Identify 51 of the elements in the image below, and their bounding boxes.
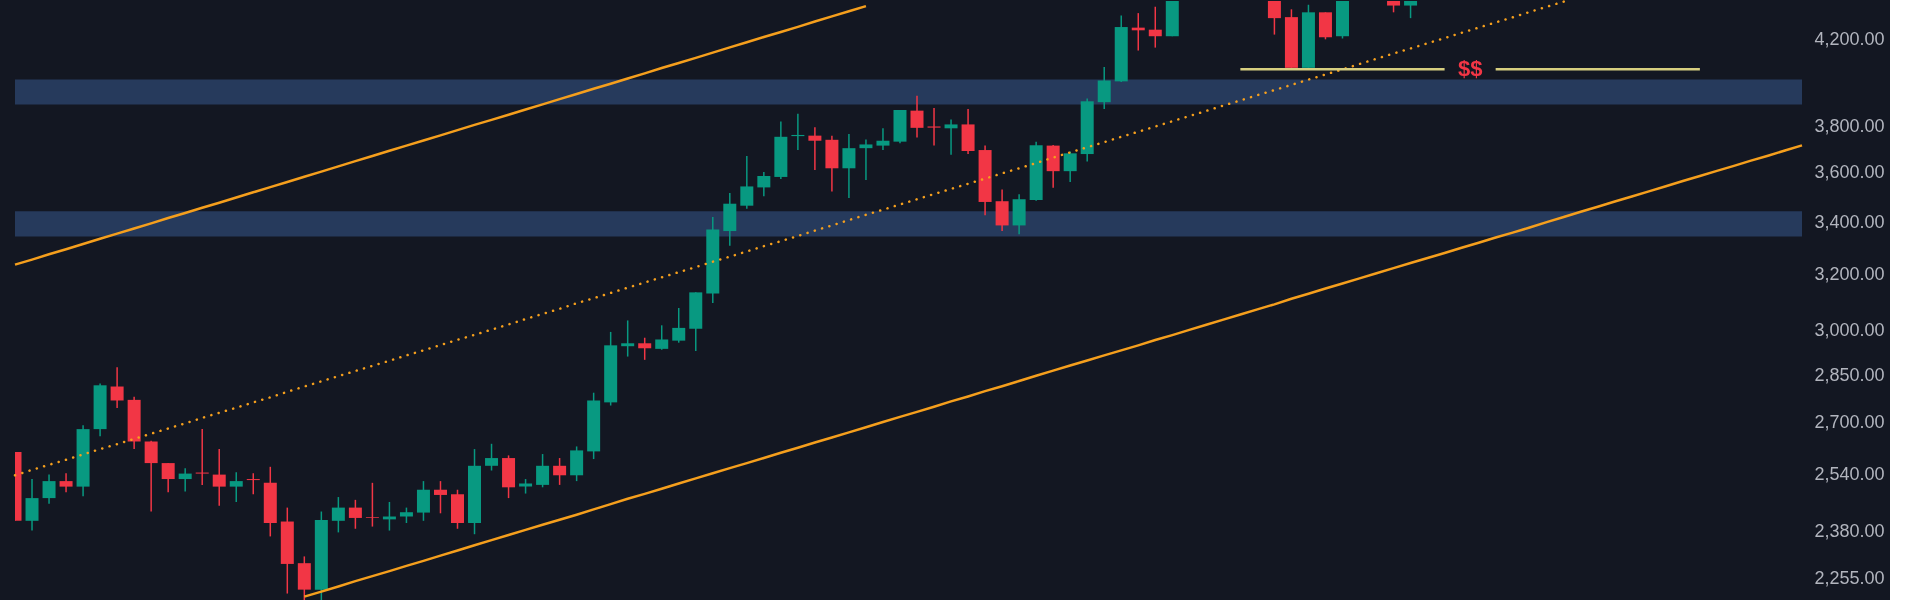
candlestick <box>842 133 856 199</box>
y-tick-label: 3,600.00 <box>1814 162 1885 183</box>
candlestick <box>553 457 567 486</box>
candlestick <box>1063 150 1077 183</box>
candlestick <box>672 307 686 344</box>
candlestick <box>212 448 226 507</box>
y-tick-label: 3,800.00 <box>1814 115 1885 136</box>
candlestick <box>42 473 56 505</box>
candlestick <box>927 107 941 147</box>
candlestick <box>621 319 635 358</box>
candlestick <box>638 336 652 361</box>
candlestick <box>910 95 924 139</box>
y-tick-label: 2,380.00 <box>1814 520 1885 541</box>
candlestick <box>1148 5 1162 49</box>
candlestick <box>944 118 958 156</box>
y-tick-label: 2,540.00 <box>1814 464 1885 485</box>
y-tick-label: 3,000.00 <box>1814 320 1885 341</box>
candlestick <box>1267 1 1281 36</box>
candlestick <box>1097 66 1111 110</box>
line-series <box>13 0 1565 477</box>
candlestick <box>161 462 175 493</box>
y-tick-label: 2,700.00 <box>1814 411 1885 432</box>
candlestick <box>433 480 447 515</box>
candlestick <box>178 467 192 493</box>
candlestick <box>536 453 550 489</box>
y-tick-label: 3,200.00 <box>1814 264 1885 285</box>
candlestick <box>195 428 209 486</box>
candlestick <box>859 138 873 181</box>
candlestick <box>331 496 345 534</box>
candlestick <box>59 472 73 493</box>
line-series <box>13 4 868 266</box>
candlestick <box>655 324 669 351</box>
candlestick <box>808 126 822 171</box>
candlestick <box>485 443 499 472</box>
line-series <box>303 144 1804 598</box>
annotation: $$ <box>1457 56 1483 82</box>
candlestick <box>740 155 754 210</box>
y-tick-label: 2,850.00 <box>1814 364 1885 385</box>
candlestick <box>229 471 243 503</box>
candlestick <box>876 127 890 151</box>
candlestick <box>416 480 430 522</box>
candlestick <box>110 366 124 409</box>
y-tick-label: 3,400.00 <box>1814 211 1885 232</box>
candlestick <box>144 440 158 513</box>
candlestick <box>348 499 362 530</box>
candlestick <box>365 482 379 528</box>
y-tick-label: 2,255.00 <box>1814 567 1885 588</box>
candlestick <box>246 472 260 496</box>
y-tick-label: 4,200.00 <box>1814 28 1885 49</box>
candlestick <box>757 171 771 198</box>
candlestick <box>25 478 39 532</box>
